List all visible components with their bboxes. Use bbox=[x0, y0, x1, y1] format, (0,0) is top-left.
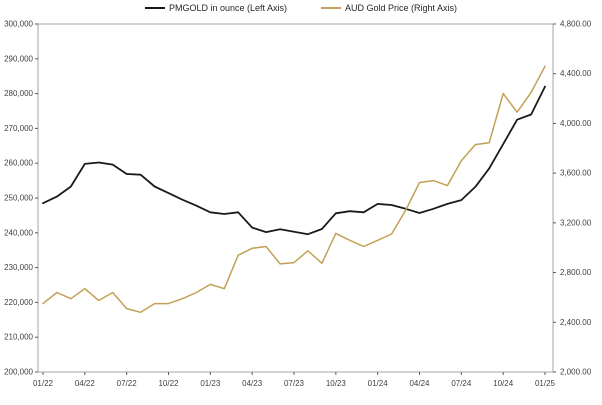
x-axis-label: 07/24 bbox=[451, 379, 472, 388]
y-axis-left-label: 210,000 bbox=[4, 333, 33, 342]
y-axis-left-label: 260,000 bbox=[4, 159, 33, 168]
y-axis-left-label: 300,000 bbox=[4, 20, 33, 29]
x-axis-label: 01/23 bbox=[200, 379, 221, 388]
x-axis-label: 10/22 bbox=[158, 379, 179, 388]
y-axis-left-label: 250,000 bbox=[4, 194, 33, 203]
y-axis-right-label: 2,400.00 bbox=[560, 318, 592, 327]
x-axis-label: 10/24 bbox=[493, 379, 514, 388]
y-axis-right-label: 2,000.00 bbox=[560, 368, 592, 377]
x-axis-label: 07/22 bbox=[117, 379, 138, 388]
series-line-1 bbox=[42, 65, 546, 314]
y-axis-left-label: 270,000 bbox=[4, 124, 33, 133]
x-axis-label: 04/23 bbox=[242, 379, 263, 388]
legend-line-swatch bbox=[144, 7, 165, 9]
y-axis-right-label: 3,200.00 bbox=[560, 218, 592, 227]
chart-legend: PMGOLD in ounce (Left Axis) AUD Gold Pric… bbox=[0, 3, 602, 13]
plot-border bbox=[37, 23, 554, 373]
x-axis-label: 04/22 bbox=[75, 379, 96, 388]
y-axis-left-label: 240,000 bbox=[4, 228, 33, 237]
x-axis-label: 07/23 bbox=[284, 379, 305, 388]
legend-line-swatch bbox=[321, 7, 341, 9]
legend-label: PMGOLD in ounce (Left Axis) bbox=[168, 3, 287, 13]
y-axis-left-label: 290,000 bbox=[4, 54, 33, 63]
x-axis-label: 01/24 bbox=[368, 379, 389, 388]
legend-item-1: AUD Gold Price (Right Axis) bbox=[321, 3, 457, 13]
y-axis-right-label: 4,000.00 bbox=[560, 119, 592, 128]
y-axis-right-label: 3,600.00 bbox=[560, 169, 592, 178]
y-axis-left-label: 280,000 bbox=[4, 89, 33, 98]
y-axis-right-label: 2,800.00 bbox=[560, 268, 592, 277]
x-axis-label: 10/23 bbox=[326, 379, 347, 388]
y-axis-right-label: 4,400.00 bbox=[560, 69, 592, 78]
legend-item-0: PMGOLD in ounce (Left Axis) bbox=[144, 3, 287, 13]
x-axis-label: 04/24 bbox=[409, 379, 430, 388]
x-axis-label: 01/25 bbox=[535, 379, 556, 388]
x-axis-label: 01/22 bbox=[33, 379, 54, 388]
y-axis-left-label: 230,000 bbox=[4, 263, 33, 272]
y-axis-right-label: 4,800.00 bbox=[560, 20, 592, 29]
legend-label: AUD Gold Price (Right Axis) bbox=[345, 3, 458, 13]
y-axis-left-label: 200,000 bbox=[4, 368, 33, 377]
y-axis-left-label: 220,000 bbox=[4, 298, 33, 307]
series-line-0 bbox=[42, 85, 546, 236]
